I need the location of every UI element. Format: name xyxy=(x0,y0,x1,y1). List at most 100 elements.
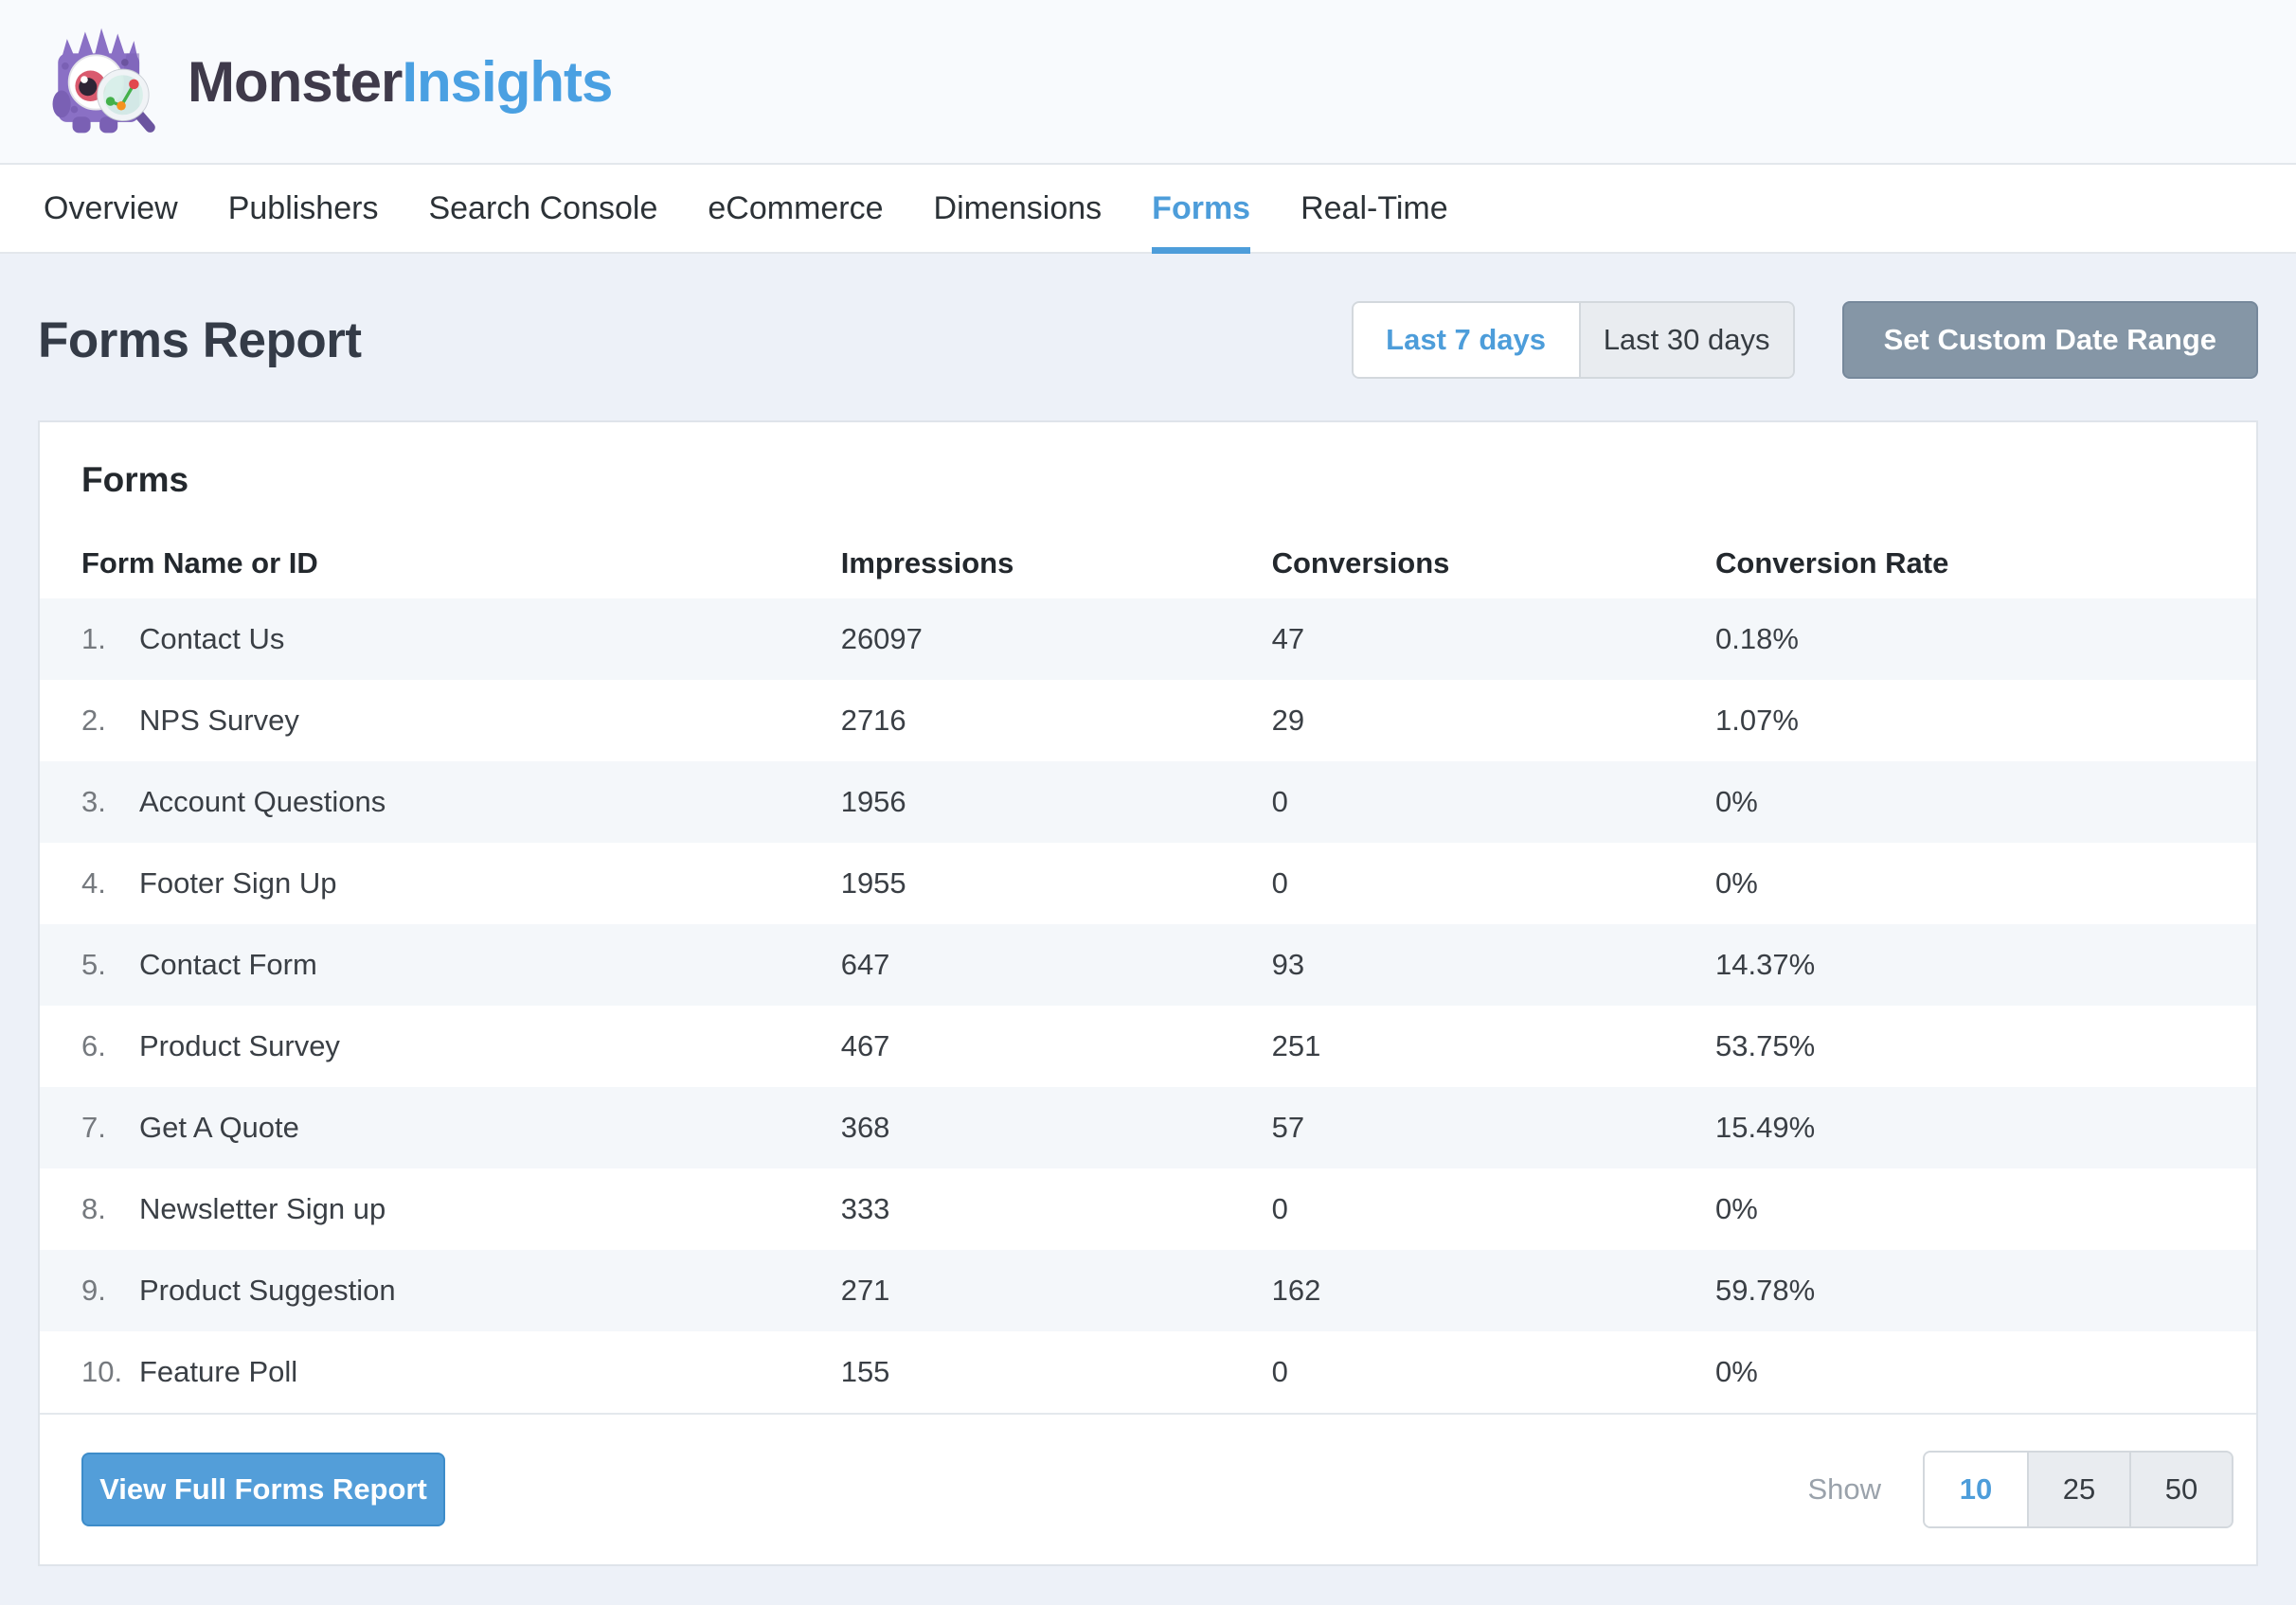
form-name-cell: 9. Product Suggestion xyxy=(81,1274,841,1308)
conversion-rate-cell: 15.49% xyxy=(1715,1111,1816,1144)
impressions-cell: 333 xyxy=(840,1192,890,1225)
form-name: Product Suggestion xyxy=(139,1274,396,1307)
date-range-option-label: Last 7 days xyxy=(1386,323,1547,356)
conversion-rate-cell: 0% xyxy=(1715,866,1758,900)
nav-tab-label: Dimensions xyxy=(933,189,1103,226)
form-name: Contact Us xyxy=(139,622,285,655)
page-size-option-label: 10 xyxy=(1959,1472,1993,1506)
form-name-cell: 1. Contact Us xyxy=(81,622,841,656)
date-range-option-label: Last 30 days xyxy=(1603,323,1770,356)
impressions-cell: 2716 xyxy=(840,704,906,737)
conversions-cell: 0 xyxy=(1271,866,1288,900)
table-row: 5. Contact Form 647 93 14.37% xyxy=(40,924,2256,1006)
conversion-rate-cell: 53.75% xyxy=(1715,1029,1816,1062)
main-nav: Overview Publishers Search Console eComm… xyxy=(0,163,2296,254)
conversions-cell: 0 xyxy=(1271,1192,1288,1225)
form-name: NPS Survey xyxy=(139,704,299,737)
table-row: 6. Product Survey 467 251 53.75% xyxy=(40,1006,2256,1087)
row-index: 10. xyxy=(81,1355,123,1388)
forms-report-card: Forms Form Name or ID Impressions Conver… xyxy=(38,420,2258,1566)
page-content: Forms Report Last 7 days Last 30 days Se… xyxy=(0,254,2296,1566)
impressions-cell: 1955 xyxy=(840,866,906,900)
nav-tab-label: Overview xyxy=(44,189,178,226)
page-size-option-label: 50 xyxy=(2164,1472,2198,1506)
nav-tab[interactable]: eCommerce xyxy=(708,165,883,252)
set-custom-date-range-button[interactable]: Set Custom Date Range xyxy=(1841,301,2258,379)
nav-tab[interactable]: Overview xyxy=(44,165,178,252)
brand-primary: Monster xyxy=(188,49,403,114)
conversion-rate-cell: 59.78% xyxy=(1715,1274,1816,1307)
nav-tab-label: eCommerce xyxy=(708,189,884,226)
nav-tab-label: Forms xyxy=(1152,189,1251,226)
conversion-rate-cell: 0.18% xyxy=(1715,622,1799,655)
row-index: 3. xyxy=(81,785,106,818)
monster-mascot-icon xyxy=(44,23,161,140)
row-index: 6. xyxy=(81,1029,106,1062)
conversions-cell: 251 xyxy=(1271,1029,1321,1062)
table-row: 2. NPS Survey 2716 29 1.07% xyxy=(40,680,2256,761)
table-header-row: Form Name or ID Impressions Conversions … xyxy=(40,528,2256,598)
form-name: Account Questions xyxy=(139,785,386,818)
form-name-cell: 8. Newsletter Sign up xyxy=(81,1192,841,1226)
date-range-option[interactable]: Last 30 days xyxy=(1578,303,1793,377)
nav-tab[interactable]: Real-Time xyxy=(1300,165,1448,252)
date-range-toggle: Last 7 days Last 30 days xyxy=(1351,301,1795,379)
nav-tab-label: Real-Time xyxy=(1300,189,1448,226)
date-range-controls: Last 7 days Last 30 days Set Custom Date… xyxy=(1351,301,2258,379)
row-index: 9. xyxy=(81,1274,106,1307)
form-name-cell: 6. Product Survey xyxy=(81,1029,841,1063)
row-index: 8. xyxy=(81,1192,106,1225)
impressions-cell: 1956 xyxy=(840,785,906,818)
conversion-rate-cell: 0% xyxy=(1715,1192,1758,1225)
date-range-option[interactable]: Last 7 days xyxy=(1353,303,1579,377)
brand-secondary: Insights xyxy=(402,49,613,114)
impressions-cell: 647 xyxy=(840,948,890,981)
conversions-cell: 0 xyxy=(1271,1355,1288,1388)
page-size-toggle: 10 25 50 xyxy=(1923,1451,2233,1528)
pagination-size-control: Show 10 25 50 xyxy=(1807,1451,2233,1528)
conversions-cell: 47 xyxy=(1271,622,1305,655)
nav-tab[interactable]: Search Console xyxy=(428,165,657,252)
conversion-rate-cell: 14.37% xyxy=(1715,948,1816,981)
page-size-option[interactable]: 50 xyxy=(2129,1453,2232,1526)
topbar: MonsterInsights xyxy=(0,0,2296,163)
row-index: 5. xyxy=(81,948,106,981)
impressions-cell: 155 xyxy=(840,1355,890,1388)
form-name-cell: 5. Contact Form xyxy=(81,948,841,982)
form-name-cell: 10. Feature Poll xyxy=(81,1355,841,1389)
conversions-cell: 0 xyxy=(1271,785,1288,818)
view-full-forms-report-button[interactable]: View Full Forms Report xyxy=(81,1453,445,1526)
conversions-cell: 29 xyxy=(1271,704,1305,737)
table-row: 3. Account Questions 1956 0 0% xyxy=(40,761,2256,843)
show-label: Show xyxy=(1807,1472,1881,1506)
table-row: 10. Feature Poll 155 0 0% xyxy=(40,1331,2256,1413)
row-index: 4. xyxy=(81,866,106,900)
impressions-cell: 368 xyxy=(840,1111,890,1144)
impressions-cell: 271 xyxy=(840,1274,890,1307)
nav-tab[interactable]: Dimensions xyxy=(934,165,1103,252)
card-footer: View Full Forms Report Show 10 25 50 xyxy=(40,1413,2256,1564)
column-header-conversion-rate: Conversion Rate xyxy=(1715,546,1949,580)
page-size-option[interactable]: 25 xyxy=(2027,1453,2129,1526)
page-title: Forms Report xyxy=(38,312,362,368)
table-row: 4. Footer Sign Up 1955 0 0% xyxy=(40,843,2256,924)
column-header-conversions: Conversions xyxy=(1271,546,1450,580)
form-name-cell: 3. Account Questions xyxy=(81,785,841,819)
nav-tab[interactable]: Forms xyxy=(1152,165,1251,254)
row-index: 2. xyxy=(81,704,106,737)
form-name: Feature Poll xyxy=(139,1355,298,1388)
conversion-rate-cell: 0% xyxy=(1715,1355,1758,1388)
page-size-option[interactable]: 10 xyxy=(1925,1453,2027,1526)
form-name: Contact Form xyxy=(139,948,317,981)
table-row: 8. Newsletter Sign up 333 0 0% xyxy=(40,1168,2256,1250)
impressions-cell: 467 xyxy=(840,1029,890,1062)
column-header-impressions: Impressions xyxy=(840,546,1014,580)
nav-tab[interactable]: Publishers xyxy=(228,165,379,252)
impressions-cell: 26097 xyxy=(840,622,923,655)
table-body: 1. Contact Us 26097 47 0.18% 2. NPS Survey… xyxy=(40,598,2256,1413)
monsterinsights-logo[interactable]: MonsterInsights xyxy=(44,23,613,140)
form-name: Product Survey xyxy=(139,1029,340,1062)
conversions-cell: 57 xyxy=(1271,1111,1305,1144)
row-index: 1. xyxy=(81,622,106,655)
nav-tab-label: Search Console xyxy=(428,189,658,226)
